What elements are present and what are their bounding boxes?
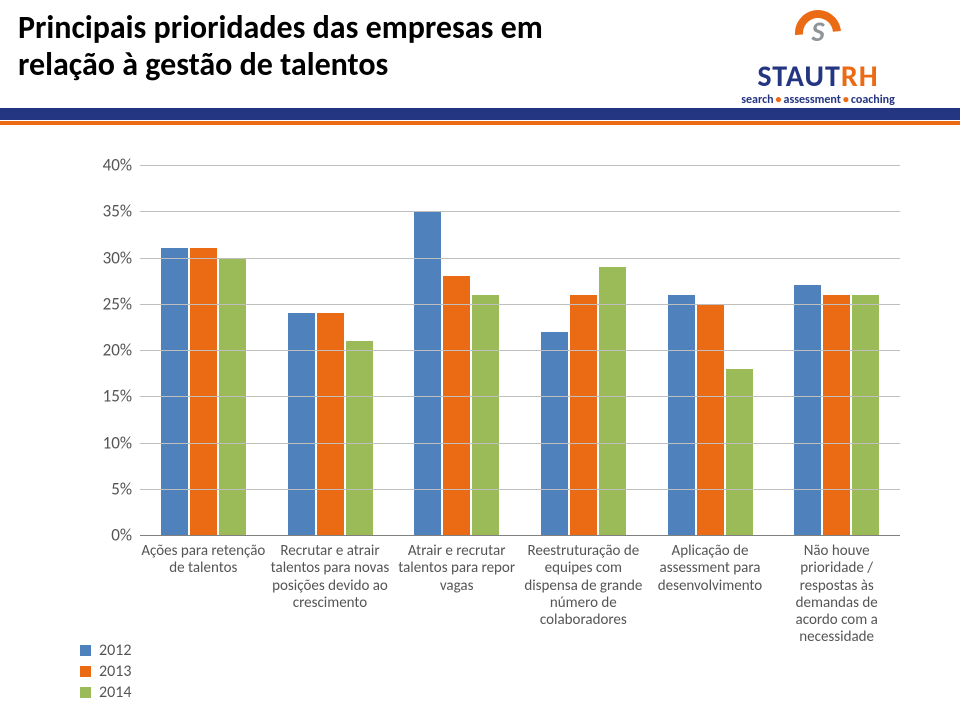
y-tick-label: 25% [103, 293, 140, 314]
x-axis [140, 535, 900, 536]
y-tick-label: 15% [103, 386, 140, 407]
legend-item: 2014 [80, 683, 131, 702]
bar [414, 211, 441, 535]
bar [472, 295, 499, 536]
legend-item: 2013 [80, 662, 131, 681]
brand-wordmark: STAUTRH [708, 58, 928, 95]
bar [823, 295, 850, 536]
legend: 2012 2013 2014 [80, 639, 131, 704]
brand-logo: S STAUTRH search•assessment•coaching [708, 10, 928, 107]
slide: Principais prioridades das empresas em r… [0, 0, 960, 691]
y-tick-label: 40% [103, 155, 140, 176]
brand-tagline: search•assessment•coaching [708, 93, 928, 107]
y-tick-label: 20% [103, 340, 140, 361]
legend-swatch [80, 687, 91, 698]
grid-line [140, 443, 900, 444]
grid-line [140, 304, 900, 305]
bar [288, 313, 315, 535]
legend-label: 2012 [99, 641, 131, 660]
bar [726, 369, 753, 536]
x-tick-label: Não houve prioridade / respostas às dema… [773, 543, 900, 647]
swirl-icon: S [795, 10, 841, 56]
grid-line [140, 489, 900, 490]
x-labels: Ações para retenção de talentosRecrutar … [140, 543, 900, 639]
header-divider [0, 108, 960, 128]
legend-label: 2014 [99, 683, 131, 702]
y-tick-label: 35% [103, 201, 140, 222]
bar [794, 285, 821, 535]
legend-item: 2012 [80, 641, 131, 660]
priorities-bar-chart: 0%5%10%15%20%25%30%35%40% Ações para ret… [80, 155, 910, 655]
x-tick-label: Aplicação de assessment para desenvolvim… [647, 543, 774, 595]
y-tick-label: 30% [103, 247, 140, 268]
x-tick-label: Recrutar e atrair talentos para novas po… [267, 543, 394, 612]
bar [697, 304, 724, 535]
x-tick-label: Reestruturação de equipes com dispensa d… [520, 543, 647, 629]
legend-label: 2013 [99, 662, 131, 681]
bar [443, 276, 470, 535]
x-tick-label: Atrair e recrutar talentos para repor va… [393, 543, 520, 595]
bar [668, 295, 695, 536]
grid-line [140, 258, 900, 259]
bar [570, 295, 597, 536]
grid-line [140, 396, 900, 397]
legend-swatch [80, 645, 91, 656]
y-tick-label: 5% [111, 478, 140, 499]
y-tick-label: 0% [111, 525, 140, 546]
plot-area: 0%5%10%15%20%25%30%35%40% [140, 165, 900, 535]
grid-line [140, 350, 900, 351]
bar [190, 248, 217, 535]
y-tick-label: 10% [103, 432, 140, 453]
legend-swatch [80, 666, 91, 677]
bar [599, 267, 626, 535]
x-tick-label: Ações para retenção de talentos [140, 543, 267, 578]
page-title: Principais prioridades das empresas em r… [18, 10, 578, 84]
bar [317, 313, 344, 535]
bar [541, 332, 568, 536]
bar [346, 341, 373, 535]
grid-line [140, 165, 900, 166]
bar [852, 295, 879, 536]
grid-line [140, 211, 900, 212]
bar [161, 248, 188, 535]
